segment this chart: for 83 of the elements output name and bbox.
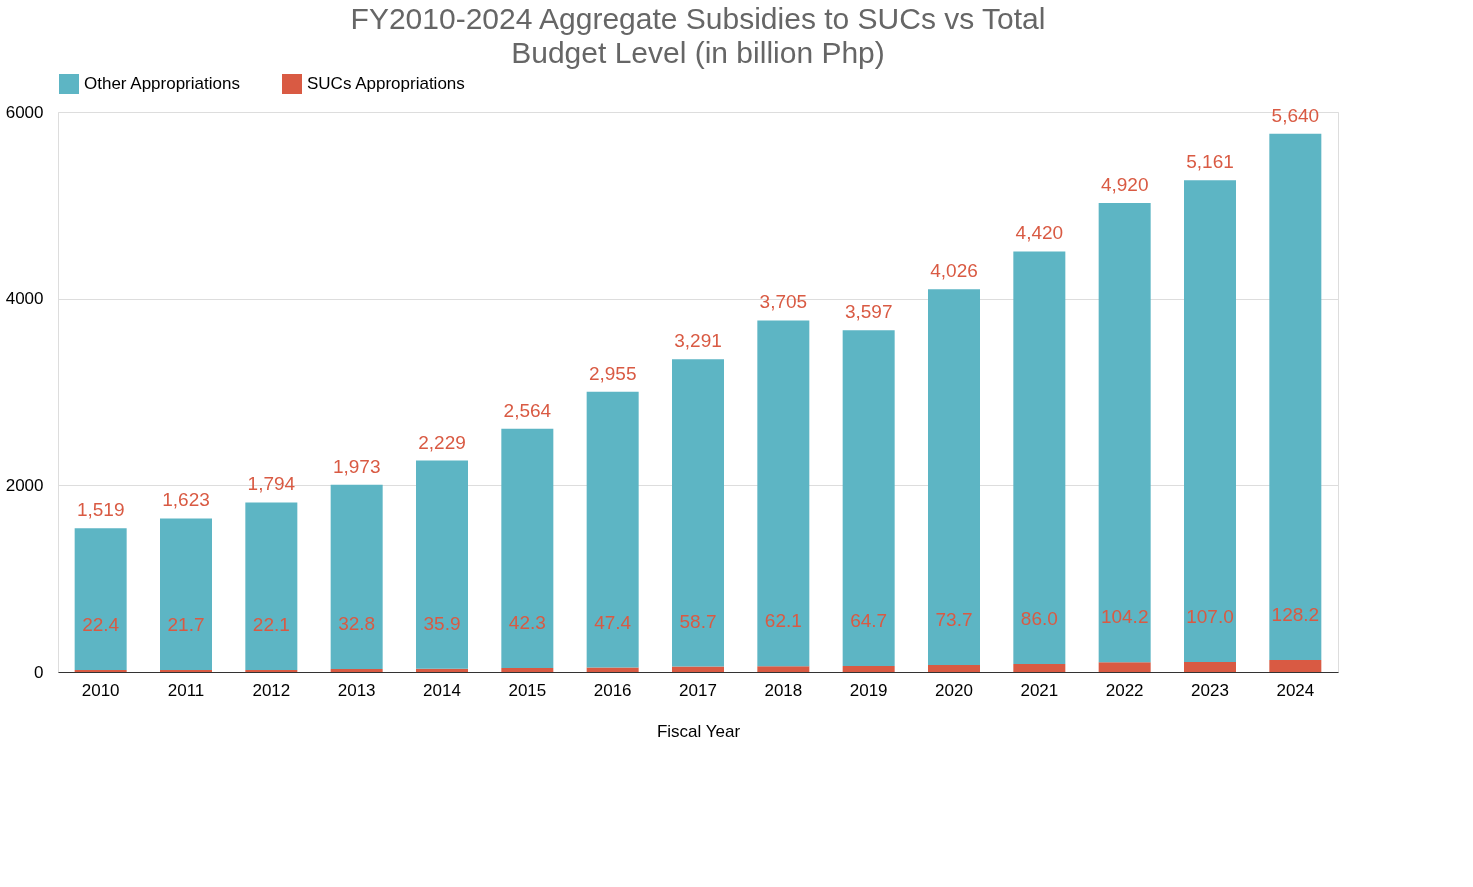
legend-label: SUCs Appropriations — [307, 74, 465, 93]
data-label: 62.1 — [764, 610, 802, 632]
data-label: 2,564 — [503, 399, 552, 421]
bar — [1098, 662, 1151, 672]
data-label: 47.4 — [594, 611, 632, 633]
data-label: 2,955 — [588, 362, 637, 384]
bar — [842, 665, 895, 672]
x-axis-title: Fiscal Year — [656, 721, 741, 741]
data-label: 1,623 — [162, 489, 210, 511]
bar — [842, 330, 895, 666]
x-tick-label: 2013 — [337, 680, 376, 700]
x-tick-label: 2020 — [935, 680, 973, 700]
bar — [160, 669, 212, 672]
bar — [1269, 660, 1322, 672]
bar — [416, 460, 468, 669]
bar — [245, 502, 298, 670]
data-label: 22.1 — [252, 613, 290, 635]
y-tick-label: 2000 — [5, 475, 44, 495]
data-label: 5,161 — [1186, 151, 1234, 173]
x-tick-label: 2023 — [1191, 680, 1229, 700]
bar — [416, 668, 468, 672]
x-tick-label: 2012 — [252, 680, 291, 700]
bar — [501, 668, 554, 672]
data-label: 107.0 — [1186, 606, 1234, 628]
data-label: 86.0 — [1020, 607, 1058, 629]
data-label: 4,420 — [1015, 222, 1064, 244]
y-tick-label: 0 — [34, 662, 44, 682]
data-label: 104.2 — [1100, 606, 1149, 628]
x-tick-label: 2022 — [1105, 680, 1144, 700]
x-tick-label: 2011 — [167, 680, 205, 700]
bar — [1184, 180, 1236, 663]
data-label: 4,920 — [1100, 174, 1149, 196]
data-label: 3,705 — [759, 291, 808, 313]
bar — [928, 665, 980, 672]
bar — [160, 518, 212, 670]
bar — [1098, 203, 1151, 663]
data-label: 2,229 — [418, 431, 466, 453]
bar — [74, 528, 127, 670]
x-tick-label: 2021 — [1020, 680, 1059, 700]
x-tick-label: 2016 — [593, 680, 632, 700]
data-label: 42.3 — [508, 612, 546, 634]
bar — [1184, 662, 1236, 672]
bar — [1013, 251, 1066, 664]
data-label: 4,026 — [930, 260, 978, 282]
bar — [672, 359, 724, 667]
x-tick-label: 2019 — [849, 680, 888, 700]
bar — [586, 391, 639, 668]
data-label: 1,973 — [332, 455, 381, 477]
data-label: 1,519 — [76, 499, 125, 521]
data-label: 3,597 — [844, 301, 893, 323]
data-label: 32.8 — [338, 612, 376, 634]
bar — [757, 666, 810, 672]
data-label: 128.2 — [1271, 604, 1320, 626]
data-label: 5,640 — [1271, 104, 1320, 126]
bar — [672, 666, 724, 672]
x-tick-label: 2014 — [423, 680, 461, 700]
data-label: 64.7 — [850, 609, 888, 631]
x-tick-label: 2010 — [81, 680, 120, 700]
bar — [501, 428, 554, 669]
data-label: 73.7 — [935, 609, 973, 631]
data-label: 58.7 — [679, 610, 717, 632]
x-tick-label: 2017 — [679, 680, 717, 700]
bar — [330, 668, 383, 672]
bar — [928, 289, 980, 666]
data-label: 1,794 — [247, 473, 296, 495]
bar — [74, 669, 127, 672]
legend-label: Other Appropriations — [84, 74, 240, 93]
data-label: 35.9 — [423, 612, 461, 634]
x-tick-label: 2018 — [764, 680, 803, 700]
bar — [330, 484, 383, 669]
y-tick-label: 4000 — [5, 289, 44, 309]
bar — [1269, 133, 1322, 661]
data-label: 3,291 — [674, 330, 722, 352]
bar — [757, 320, 810, 667]
data-label: 21.7 — [167, 613, 205, 635]
x-tick-label: 2024 — [1276, 680, 1315, 700]
chart-title: FY2010-2024 Aggregate Subsidies to SUCs vs Total Budget Level (in billion Php) — [350, 2, 1046, 69]
y-tick-label: 6000 — [5, 102, 44, 122]
bar — [586, 667, 639, 672]
bar — [1013, 663, 1066, 672]
data-label: 22.4 — [82, 613, 120, 635]
bar — [245, 669, 298, 672]
x-tick-label: 2015 — [508, 680, 547, 700]
